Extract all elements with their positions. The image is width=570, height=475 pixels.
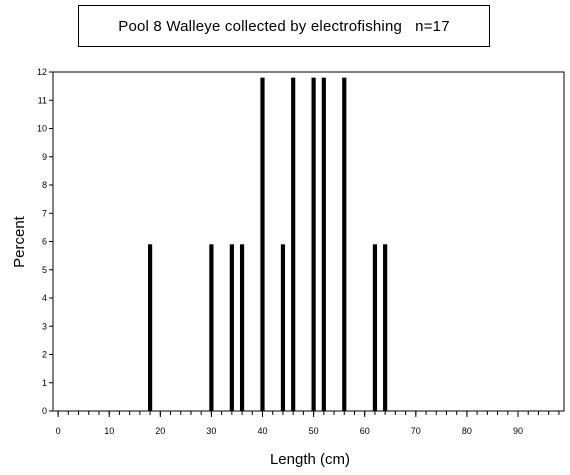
- y-tick-label: 10: [37, 124, 47, 134]
- x-axis-title: Length (cm): [270, 451, 350, 468]
- x-tick-label: 60: [360, 426, 370, 436]
- bar: [260, 77, 265, 412]
- bar: [311, 77, 316, 412]
- x-tick-label: 30: [206, 426, 216, 436]
- chart-title-box: Pool 8 Walleye collected by electrofishi…: [78, 5, 490, 47]
- x-tick-label: 20: [155, 426, 165, 436]
- y-tick-label: 8: [42, 180, 47, 190]
- bar: [383, 244, 388, 411]
- y-tick-label: 12: [37, 67, 47, 77]
- y-tick-label: 6: [42, 237, 47, 247]
- y-tick-label: 0: [42, 406, 47, 416]
- chart-title: Pool 8 Walleye collected by electrofishi…: [118, 17, 450, 35]
- y-tick-label: 4: [42, 293, 47, 303]
- bar: [342, 77, 347, 412]
- x-tick-label: 40: [258, 426, 268, 436]
- bar: [147, 244, 153, 411]
- x-tick-label: 10: [104, 426, 114, 436]
- y-tick-label: 5: [42, 265, 47, 275]
- y-tick-label: 3: [42, 321, 47, 331]
- plot-frame: [52, 71, 565, 412]
- y-axis-title: Percent: [11, 215, 28, 268]
- bar: [209, 244, 214, 411]
- bar: [239, 244, 245, 411]
- x-tick-label: 80: [462, 426, 472, 436]
- x-tick-label: 0: [56, 426, 61, 436]
- bar: [280, 244, 286, 411]
- y-tick-label: 2: [42, 350, 47, 360]
- x-tick-label: 90: [513, 426, 523, 436]
- y-tick-label: 1: [42, 378, 47, 388]
- y-tick-label: 9: [42, 152, 47, 162]
- bar: [372, 244, 378, 411]
- y-tick-label: 11: [38, 95, 47, 105]
- bar: [321, 77, 326, 412]
- x-tick-label: 50: [309, 426, 319, 436]
- y-tick-label: 7: [42, 208, 47, 218]
- bar: [291, 77, 296, 412]
- x-tick-label: 70: [411, 426, 421, 436]
- bar: [229, 244, 234, 411]
